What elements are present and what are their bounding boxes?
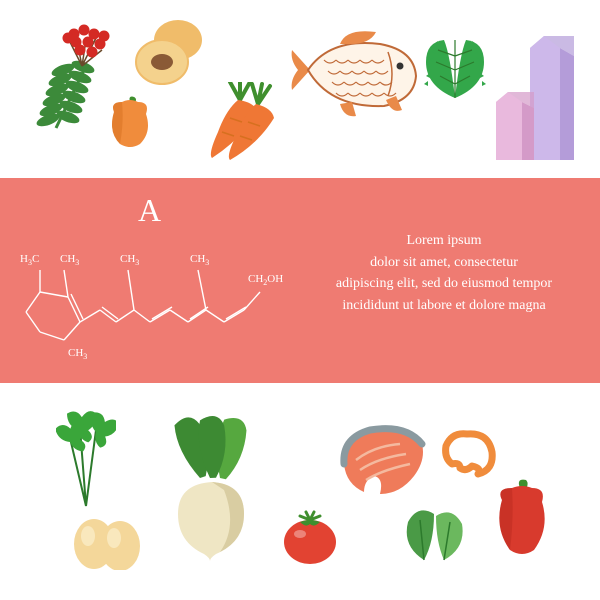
bell-pepper-icon: [100, 92, 160, 152]
carrots-icon: [200, 82, 290, 162]
mint-leaf-icon: [420, 36, 490, 101]
vitamin-letter: A: [138, 192, 161, 229]
tomato-icon: [280, 510, 340, 565]
pepper-ring-icon: [438, 428, 496, 478]
milk-cartons-icon: [488, 30, 578, 165]
spinach-icon: [400, 502, 470, 564]
infographic-canvas: A H3C CH3 CH3 CH3 CH2OH CH3 Lorem ipsumdolor …: [0, 0, 600, 600]
svg-text:CH3: CH3: [60, 253, 79, 267]
chemical-formula: H3C CH3 CH3 CH3 CH2OH CH3: [20, 232, 300, 372]
fish-icon: [290, 30, 420, 130]
svg-text:CH3: CH3: [120, 253, 139, 267]
apricot-icon: [130, 18, 208, 88]
eggs-icon: [66, 510, 146, 570]
svg-text:CH3: CH3: [68, 347, 87, 361]
rowan-berries-icon: [26, 20, 111, 130]
svg-text:H3C: H3C: [20, 253, 39, 267]
turnip-icon: [160, 406, 265, 561]
description-text: Lorem ipsumdolor sit amet, consecteturad…: [318, 230, 570, 317]
svg-text:CH2OH: CH2OH: [248, 273, 283, 287]
arugula-icon: [56, 408, 116, 508]
red-pepper-icon: [486, 478, 556, 560]
svg-text:CH3: CH3: [190, 253, 209, 267]
salmon-steak-icon: [330, 420, 430, 500]
